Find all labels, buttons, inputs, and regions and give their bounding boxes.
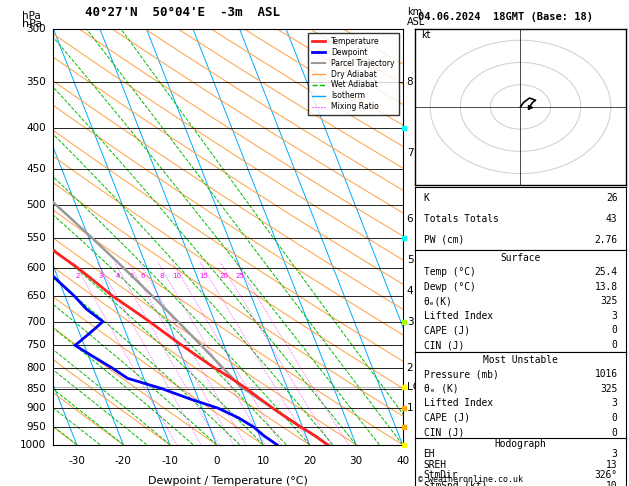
Text: θₑ(K): θₑ(K) <box>423 296 452 306</box>
Text: 350: 350 <box>26 77 46 87</box>
Text: 26: 26 <box>606 192 618 203</box>
Text: Surface: Surface <box>501 253 540 262</box>
Text: 5: 5 <box>407 255 413 265</box>
Text: Temp (°C): Temp (°C) <box>423 267 476 277</box>
Text: 5: 5 <box>130 273 134 278</box>
Text: K: K <box>423 192 430 203</box>
Text: 25: 25 <box>235 273 244 278</box>
Text: 950: 950 <box>26 422 46 432</box>
Text: 4: 4 <box>116 273 120 278</box>
Text: Dewpoint / Temperature (°C): Dewpoint / Temperature (°C) <box>148 476 308 486</box>
Text: Hodograph: Hodograph <box>494 439 547 449</box>
Text: StmDir: StmDir <box>423 470 458 480</box>
Text: 3: 3 <box>407 316 413 327</box>
Text: LCL: LCL <box>407 382 426 392</box>
Text: 2: 2 <box>407 363 413 373</box>
Text: -10: -10 <box>162 456 178 467</box>
Text: 04.06.2024  18GMT (Base: 18): 04.06.2024 18GMT (Base: 18) <box>418 12 593 22</box>
Text: 900: 900 <box>26 403 46 413</box>
Text: 6: 6 <box>141 273 145 278</box>
Text: Lifted Index: Lifted Index <box>423 311 493 321</box>
Text: 2.76: 2.76 <box>594 235 618 245</box>
Text: 0: 0 <box>213 456 220 467</box>
Text: 0: 0 <box>611 413 618 423</box>
Text: CIN (J): CIN (J) <box>423 340 464 350</box>
Text: 1: 1 <box>407 403 413 413</box>
Text: 325: 325 <box>600 296 618 306</box>
Text: SREH: SREH <box>423 460 447 469</box>
Text: 325: 325 <box>600 384 618 394</box>
Text: θₑ (K): θₑ (K) <box>423 384 458 394</box>
Text: 3: 3 <box>99 273 103 278</box>
Text: CAPE (J): CAPE (J) <box>423 413 470 423</box>
Text: EH: EH <box>423 449 435 459</box>
Text: 700: 700 <box>26 316 46 327</box>
Text: 500: 500 <box>26 200 46 210</box>
Text: 10: 10 <box>606 481 618 486</box>
Text: 750: 750 <box>26 340 46 350</box>
Text: 3: 3 <box>611 399 618 408</box>
Text: 15: 15 <box>199 273 208 278</box>
Text: 10: 10 <box>172 273 181 278</box>
Text: kt: kt <box>421 30 431 40</box>
Text: 8: 8 <box>407 77 413 87</box>
Text: 40: 40 <box>396 456 409 467</box>
Text: 850: 850 <box>26 383 46 394</box>
Text: 2: 2 <box>75 273 80 278</box>
Text: -20: -20 <box>115 456 131 467</box>
Text: StmSpd (kt): StmSpd (kt) <box>423 481 487 486</box>
Text: 25.4: 25.4 <box>594 267 618 277</box>
Text: 0: 0 <box>611 428 618 437</box>
Text: 650: 650 <box>26 291 46 301</box>
Text: 13.8: 13.8 <box>594 282 618 292</box>
Text: 20: 20 <box>303 456 316 467</box>
Text: 0: 0 <box>611 326 618 335</box>
Text: 30: 30 <box>350 456 362 467</box>
Text: 300: 300 <box>26 24 46 34</box>
Text: hPa: hPa <box>22 19 42 29</box>
Text: -30: -30 <box>69 456 85 467</box>
Text: PW (cm): PW (cm) <box>423 235 464 245</box>
Text: 800: 800 <box>26 363 46 373</box>
Text: Most Unstable: Most Unstable <box>483 355 558 364</box>
Text: 450: 450 <box>26 164 46 174</box>
Text: Pressure (mb): Pressure (mb) <box>423 369 498 379</box>
Text: 20: 20 <box>220 273 228 278</box>
Text: Lifted Index: Lifted Index <box>423 399 493 408</box>
Text: 600: 600 <box>26 263 46 274</box>
Text: CIN (J): CIN (J) <box>423 428 464 437</box>
Text: km
ASL: km ASL <box>407 7 425 27</box>
Text: 6: 6 <box>407 214 413 224</box>
Text: 3: 3 <box>611 449 618 459</box>
Text: 13: 13 <box>606 460 618 469</box>
Text: 0: 0 <box>611 340 618 350</box>
Text: 1016: 1016 <box>594 369 618 379</box>
Text: hPa: hPa <box>22 11 41 21</box>
Text: CAPE (J): CAPE (J) <box>423 326 470 335</box>
Text: 400: 400 <box>26 123 46 134</box>
Text: 1000: 1000 <box>19 440 46 450</box>
Text: © weatheronline.co.uk: © weatheronline.co.uk <box>418 474 523 484</box>
Text: 8: 8 <box>159 273 164 278</box>
Text: 550: 550 <box>26 233 46 243</box>
Text: 40°27'N  50°04'E  -3m  ASL: 40°27'N 50°04'E -3m ASL <box>85 6 280 19</box>
Text: Mixing Ratio (g/kg): Mixing Ratio (g/kg) <box>422 194 431 280</box>
Text: 326°: 326° <box>594 470 618 480</box>
Legend: Temperature, Dewpoint, Parcel Trajectory, Dry Adiabat, Wet Adiabat, Isotherm, Mi: Temperature, Dewpoint, Parcel Trajectory… <box>308 33 399 115</box>
Text: Dewp (°C): Dewp (°C) <box>423 282 476 292</box>
Text: 7: 7 <box>407 148 413 158</box>
Text: 10: 10 <box>257 456 269 467</box>
Text: Totals Totals: Totals Totals <box>423 214 498 224</box>
Text: 4: 4 <box>407 286 413 295</box>
Text: 43: 43 <box>606 214 618 224</box>
Text: 3: 3 <box>611 311 618 321</box>
